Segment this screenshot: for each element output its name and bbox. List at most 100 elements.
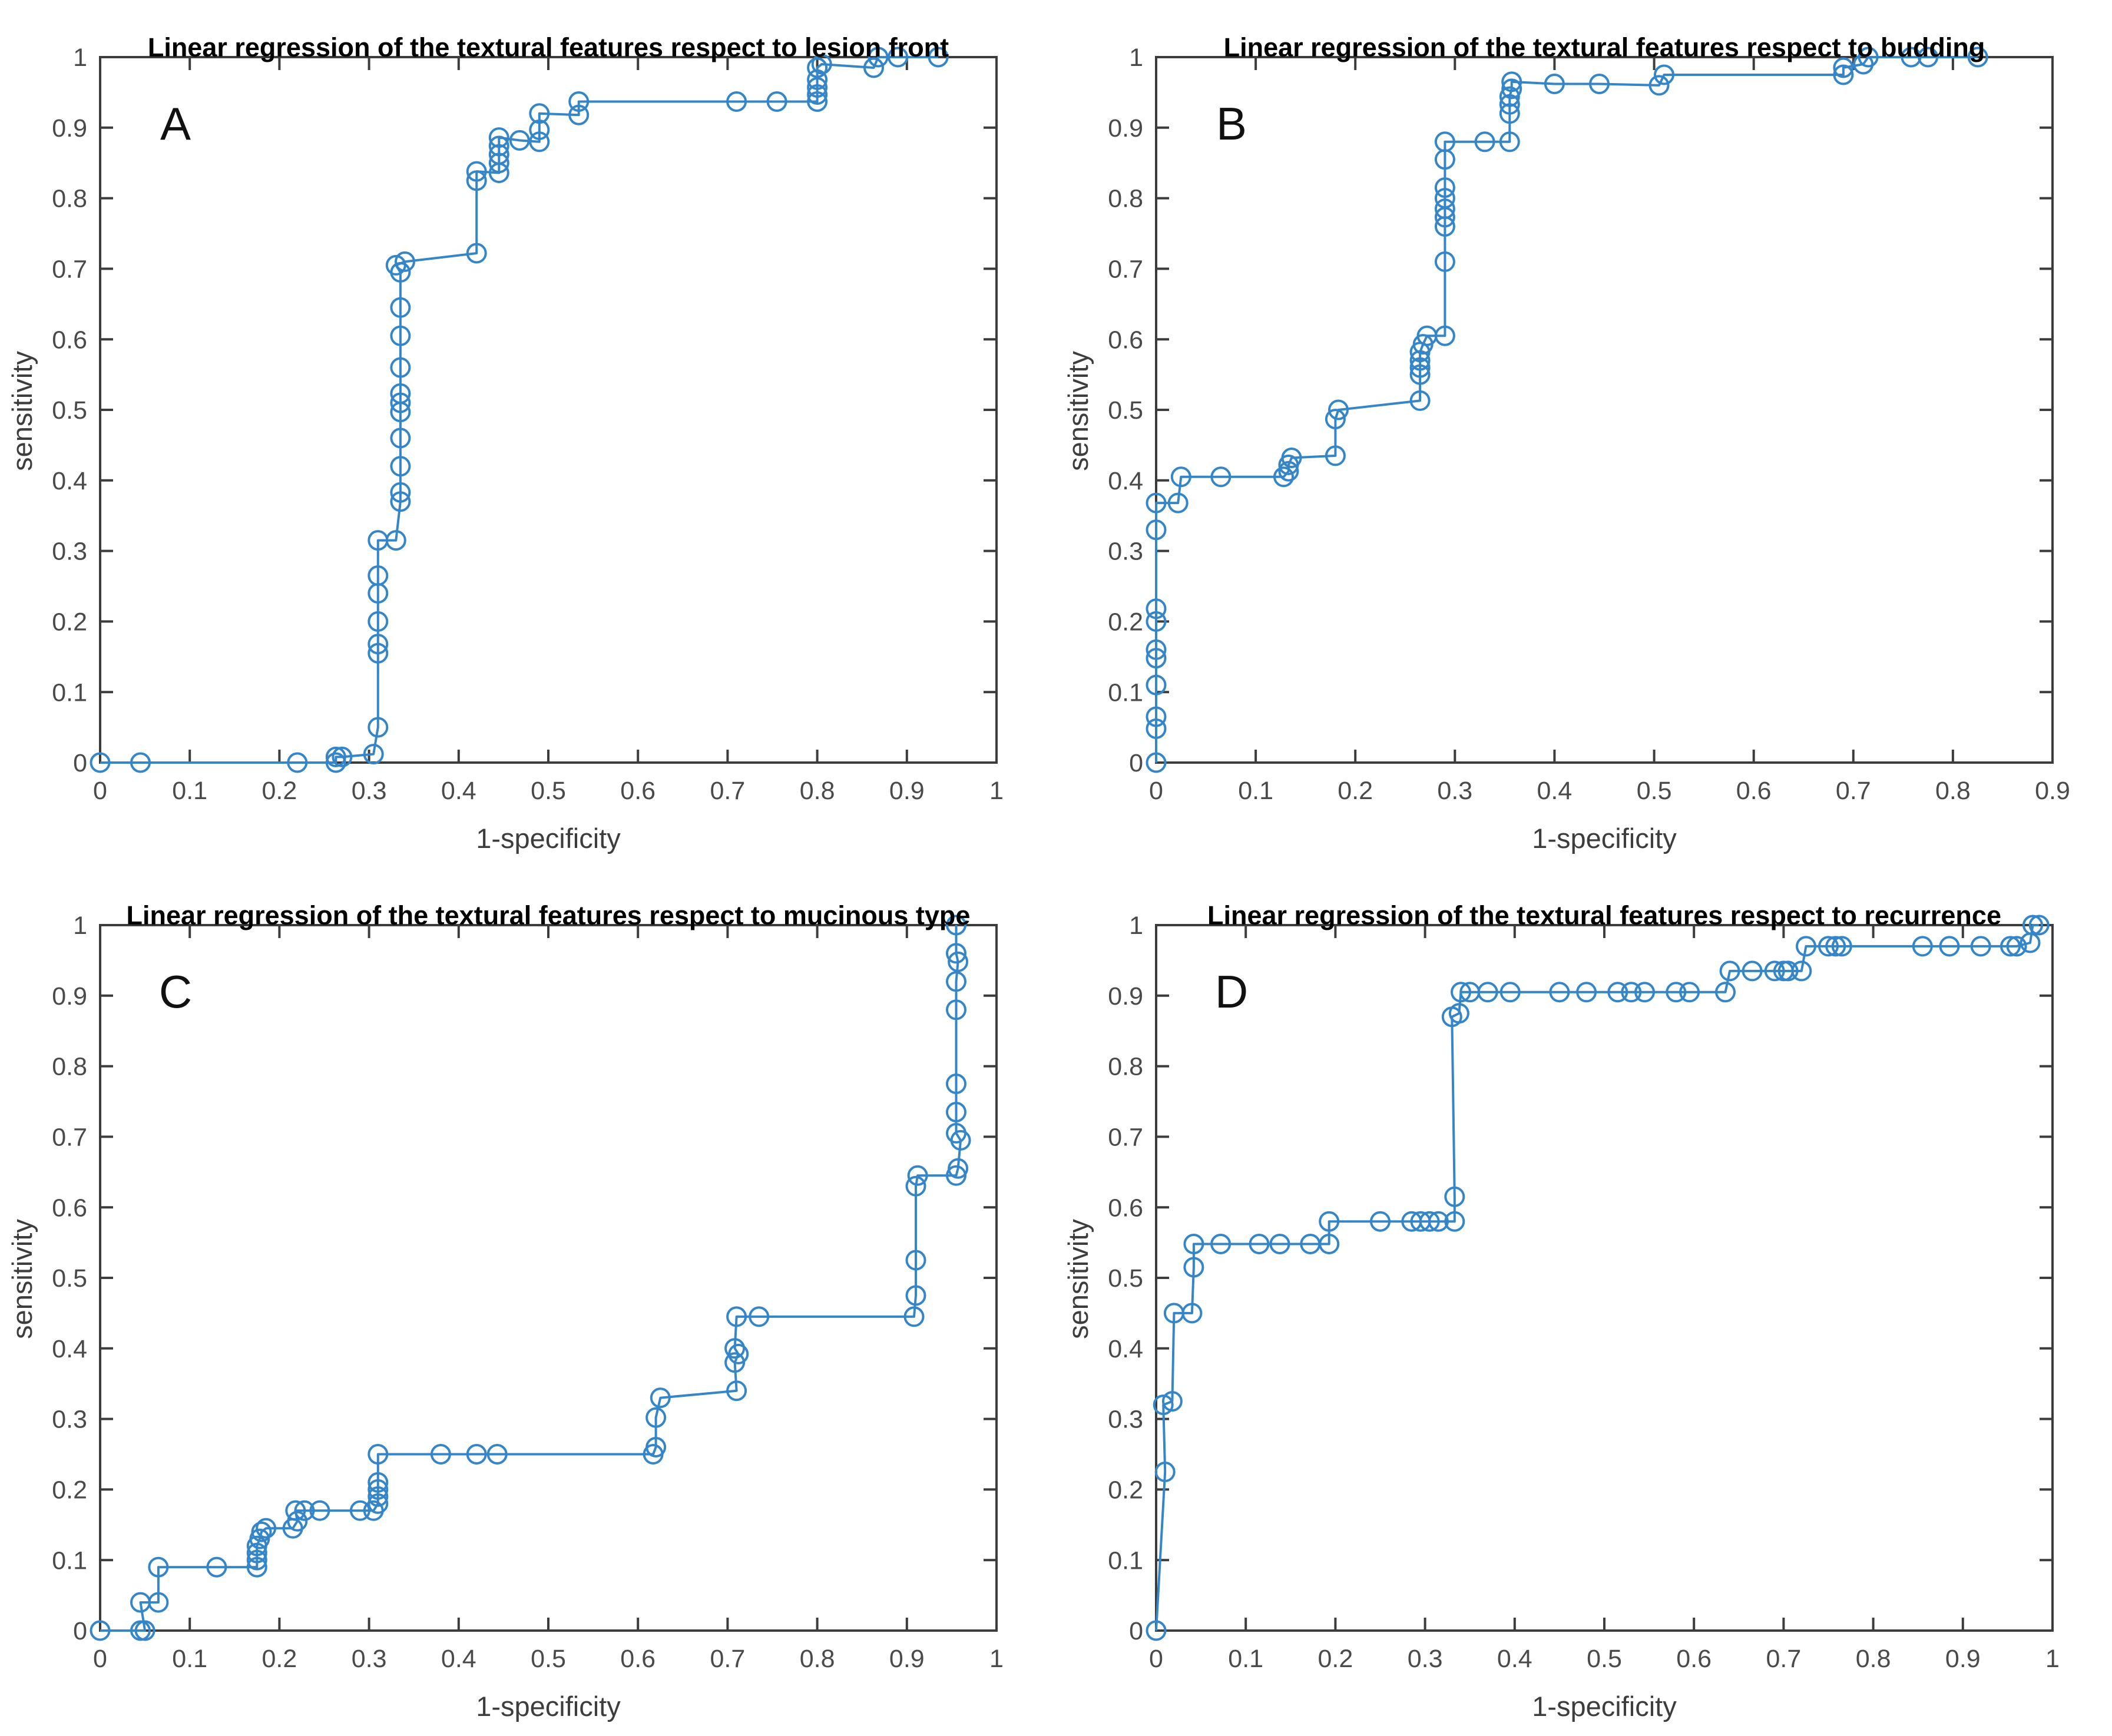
svg-text:1: 1 [73,912,87,940]
svg-text:0.5: 0.5 [531,777,566,805]
svg-text:0.1: 0.1 [52,678,87,707]
roc-plot-lesion-front: 0 0.1 0.2 0.3 0.4 0.5 0.6 0.7 0.8 0.9 1 0 0.1 0.2 0.3 0… [52,44,1004,805]
x-axis-label: 1-specificity [476,1691,621,1722]
panel-mucinous-type: 0 0.1 0.2 0.3 0.4 0.5 0.6 0.7 0.8 0.9 1 0 0.1 0.2 0.3 0… [0,868,1056,1736]
svg-text:0.8: 0.8 [800,1645,835,1673]
svg-text:0.7: 0.7 [52,1123,87,1151]
svg-text:0.4: 0.4 [52,1335,87,1363]
x-axis-label: 1-specificity [1532,823,1677,854]
svg-text:0.3: 0.3 [1408,1645,1443,1673]
svg-text:0.2: 0.2 [262,1645,297,1673]
roc-curve-line [1155,924,2040,1631]
svg-text:0.7: 0.7 [1766,1645,1802,1673]
svg-text:0.5: 0.5 [1637,777,1672,805]
svg-text:1: 1 [73,44,87,72]
x-axis-label: 1-specificity [1532,1691,1677,1722]
svg-text:0.3: 0.3 [1108,1406,1143,1434]
plot-frame [1155,924,2054,1632]
svg-text:0.9: 0.9 [1945,1645,1981,1673]
panel-letter-c: C [158,966,193,1018]
svg-text:1: 1 [2045,1645,2060,1673]
svg-text:0.5: 0.5 [531,1645,566,1673]
plot-frame [99,56,998,764]
svg-text:0.9: 0.9 [1108,982,1143,1011]
svg-text:1: 1 [989,1645,1004,1673]
svg-text:0.1: 0.1 [172,777,207,805]
svg-text:0.5: 0.5 [1108,396,1143,425]
svg-text:0.9: 0.9 [889,777,925,805]
svg-text:0.4: 0.4 [441,1645,476,1673]
svg-text:0.3: 0.3 [1108,538,1143,566]
svg-text:1: 1 [1129,912,1143,940]
roc-curve-markers [1146,915,2050,1641]
tick-labels: 0 0.1 0.2 0.3 0.4 0.5 0.6 0.7 0.8 0.9 0 0.1 0.2 0.3 0.… [1108,44,2070,805]
axis-ticks [1155,924,2054,1632]
svg-text:0: 0 [1149,1645,1163,1673]
svg-text:0.5: 0.5 [1587,1645,1622,1673]
svg-text:0.2: 0.2 [52,1476,87,1504]
svg-text:0.7: 0.7 [710,1645,746,1673]
svg-text:0.7: 0.7 [1108,1123,1143,1151]
svg-text:0.6: 0.6 [52,1194,87,1222]
svg-text:0.4: 0.4 [1108,1335,1143,1363]
tick-labels: 0 0.1 0.2 0.3 0.4 0.5 0.6 0.7 0.8 0.9 1 0 0.1 0.2 0.3 0… [52,44,1004,805]
roc-plot-recurrence: 0 0.1 0.2 0.3 0.4 0.5 0.6 0.7 0.8 0.9 1 0 0.1 0.2 0.3 0… [1108,912,2060,1673]
svg-text:0.7: 0.7 [710,777,746,805]
svg-text:0.4: 0.4 [441,777,476,805]
tick-labels: 0 0.1 0.2 0.3 0.4 0.5 0.6 0.7 0.8 0.9 1 0 0.1 0.2 0.3 0… [52,912,1004,1673]
axis-ticks [99,56,998,764]
svg-text:0.8: 0.8 [52,1053,87,1081]
svg-text:0.9: 0.9 [52,982,87,1011]
svg-text:0.3: 0.3 [1437,777,1472,805]
svg-text:0.6: 0.6 [1108,326,1143,354]
svg-text:0.2: 0.2 [1318,1645,1353,1673]
svg-text:0: 0 [1149,777,1163,805]
svg-text:0.2: 0.2 [1108,1476,1143,1504]
svg-text:0.1: 0.1 [1238,777,1273,805]
svg-text:0.2: 0.2 [1338,777,1373,805]
roc-plot-mucinous-type: 0 0.1 0.2 0.3 0.4 0.5 0.6 0.7 0.8 0.9 1 0 0.1 0.2 0.3 0… [52,912,1004,1673]
svg-text:0.4: 0.4 [1537,777,1573,805]
svg-text:0.7: 0.7 [52,255,87,283]
svg-text:0.1: 0.1 [172,1645,207,1673]
y-axis-label: sensitivity [1062,1219,1094,1339]
roc-plot-budding: 0 0.1 0.2 0.3 0.4 0.5 0.6 0.7 0.8 0.9 0 0.1 0.2 0.3 0.… [1108,44,2070,805]
svg-text:0.8: 0.8 [1108,1053,1143,1081]
roc-curve-line [100,56,939,764]
svg-text:0.8: 0.8 [800,777,835,805]
y-axis-label: sensitivity [6,351,38,471]
panel-lesion-front: 0 0.1 0.2 0.3 0.4 0.5 0.6 0.7 0.8 0.9 1 0 0.1 0.2 0.3 0… [0,0,1056,868]
svg-text:1: 1 [989,777,1004,805]
svg-text:0.6: 0.6 [620,1645,656,1673]
svg-text:0.5: 0.5 [52,396,87,425]
svg-text:0.7: 0.7 [1836,777,1871,805]
roc-curve-markers [1146,47,1988,773]
svg-text:0.9: 0.9 [1108,114,1143,143]
roc-curve-line [100,925,962,1632]
svg-text:0.8: 0.8 [52,185,87,213]
chart-title-budding: Linear regression of the textural featur… [1223,32,1985,63]
chart-title-lesion-front: Linear regression of the textural featur… [147,32,949,63]
svg-text:0: 0 [1129,1617,1143,1645]
svg-text:0.8: 0.8 [1108,185,1143,213]
svg-text:0.4: 0.4 [1108,467,1143,495]
tick-labels: 0 0.1 0.2 0.3 0.4 0.5 0.6 0.7 0.8 0.9 1 0 0.1 0.2 0.3 0… [1108,912,2060,1673]
chart-title-recurrence: Linear regression of the textural featur… [1207,900,2001,931]
plot-frame [99,924,998,1632]
roc-curve-markers [90,915,971,1641]
svg-text:0.3: 0.3 [352,1645,387,1673]
svg-text:0.4: 0.4 [1497,1645,1532,1673]
svg-text:0: 0 [73,749,87,777]
svg-text:0.2: 0.2 [52,608,87,636]
svg-text:0.6: 0.6 [52,326,87,354]
svg-text:0: 0 [73,1617,87,1645]
roc-curve-line [1155,56,1978,763]
svg-text:0.6: 0.6 [1736,777,1772,805]
axis-ticks [1155,56,2054,764]
panel-letter-a: A [160,98,191,150]
svg-text:0.6: 0.6 [1676,1645,1712,1673]
svg-text:1: 1 [1129,44,1143,72]
svg-text:0: 0 [1129,749,1143,777]
chart-title-mucinous-type: Linear regression of the textural featur… [126,900,971,931]
